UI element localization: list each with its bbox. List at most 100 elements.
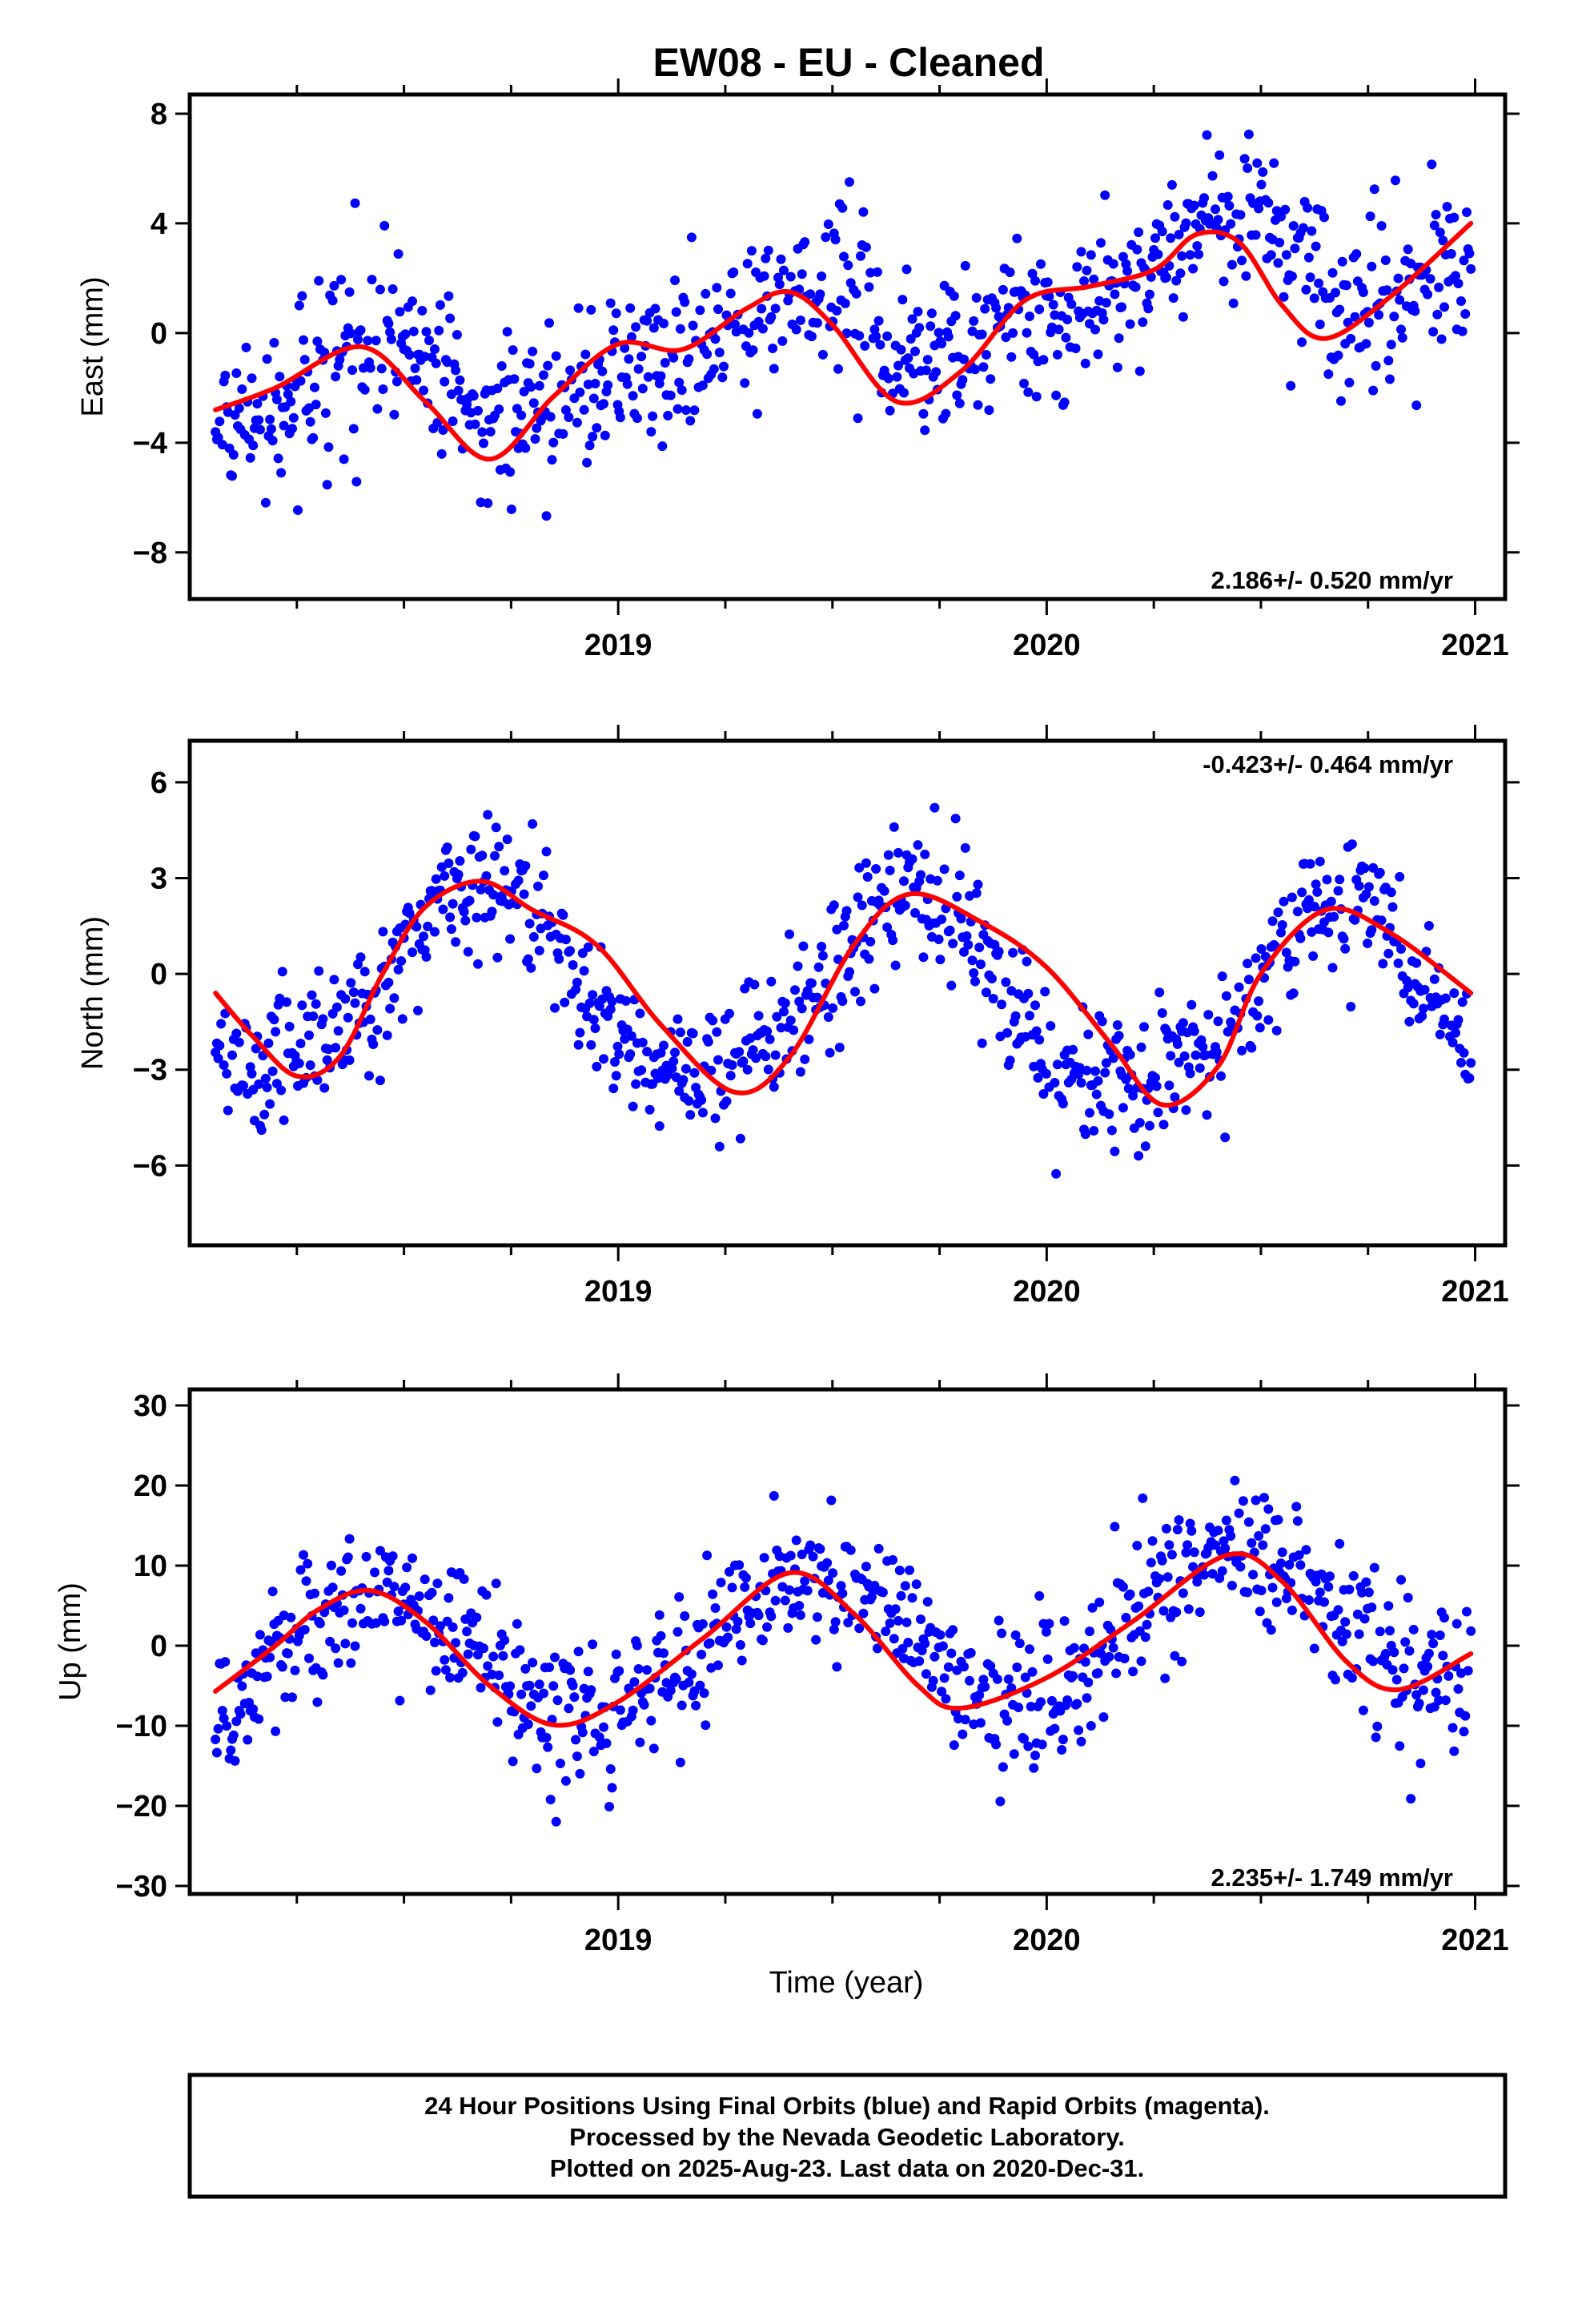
north-data-point xyxy=(935,955,946,965)
north-data-point xyxy=(1034,1035,1045,1045)
north-data-point xyxy=(1022,956,1032,967)
east-data-point xyxy=(748,345,758,356)
up-data-point xyxy=(1019,1734,1029,1744)
up-data-point xyxy=(1435,1630,1445,1640)
east-data-point xyxy=(1281,250,1291,260)
up-data-point xyxy=(888,1554,898,1565)
east-data-point xyxy=(479,438,488,448)
north-data-point xyxy=(883,850,893,860)
east-ytick-label: 8 xyxy=(151,98,167,131)
east-data-point xyxy=(440,376,450,387)
up-data-point xyxy=(526,1701,536,1711)
up-data-point xyxy=(1466,1626,1476,1636)
east-data-point xyxy=(766,312,777,322)
east-data-point xyxy=(1098,315,1109,325)
up-xtick-label: 2019 xyxy=(584,1924,652,1957)
east-data-point xyxy=(1298,223,1308,233)
east-data-point xyxy=(752,408,762,419)
north-data-point xyxy=(681,1063,691,1074)
north-data-point xyxy=(1217,971,1227,982)
east-data-point xyxy=(943,332,954,342)
north-data-point xyxy=(890,960,901,971)
east-data-point xyxy=(1153,249,1163,259)
north-data-point xyxy=(223,1105,233,1116)
north-data-point xyxy=(1243,975,1254,985)
north-data-point xyxy=(684,1096,694,1106)
north-data-point xyxy=(1288,988,1299,999)
east-data-point xyxy=(671,307,681,317)
up-data-point xyxy=(900,1581,910,1591)
up-data-point xyxy=(1414,1699,1424,1709)
east-data-point xyxy=(1319,212,1329,223)
up-data-point xyxy=(280,1692,291,1703)
east-data-point xyxy=(812,318,822,328)
east-data-point xyxy=(1192,241,1203,251)
north-data-point xyxy=(331,1002,342,1012)
up-data-point xyxy=(577,1727,588,1738)
east-data-point xyxy=(424,336,434,346)
north-data-point xyxy=(1464,1073,1475,1084)
north-data-point xyxy=(470,831,480,842)
up-data-point xyxy=(565,1665,576,1675)
east-data-point xyxy=(580,349,591,360)
east-data-point xyxy=(1361,339,1371,349)
up-data-point xyxy=(710,1603,721,1613)
up-data-point xyxy=(1460,1711,1471,1721)
up-data-point xyxy=(543,1742,553,1752)
north-data-point xyxy=(971,888,982,899)
up-data-point xyxy=(1234,1508,1244,1518)
up-data-point xyxy=(674,1592,685,1602)
east-data-point xyxy=(1019,378,1029,388)
east-data-point xyxy=(524,359,535,369)
east-panel: East (mm) −8 −4 0 4 8 2019 2020 2021 2.186+/- 0.… xyxy=(76,78,1520,662)
east-data-point xyxy=(777,336,788,346)
north-data-point xyxy=(753,1011,764,1021)
north-data-point xyxy=(533,881,543,891)
up-data-point xyxy=(1292,1516,1303,1526)
east-data-point xyxy=(660,358,670,368)
north-data-point xyxy=(560,935,571,945)
north-data-point xyxy=(832,924,842,935)
up-data-point xyxy=(396,1615,407,1626)
up-data-point xyxy=(1178,1588,1188,1598)
east-data-point xyxy=(1027,268,1038,279)
north-data-point xyxy=(1151,1081,1162,1092)
north-data-point xyxy=(1106,1125,1117,1136)
north-data-point xyxy=(1393,958,1403,968)
north-data-point xyxy=(1076,1078,1086,1088)
east-data-point xyxy=(1171,275,1182,286)
up-data-point xyxy=(1086,1721,1096,1731)
up-data-point xyxy=(997,1628,1007,1638)
east-data-point xyxy=(901,264,912,275)
east-data-point xyxy=(419,385,428,396)
up-data-point xyxy=(420,1574,430,1585)
up-data-point xyxy=(1211,1540,1220,1550)
up-data-point xyxy=(331,1643,341,1654)
east-data-point xyxy=(389,409,400,420)
up-data-point xyxy=(287,1692,297,1703)
north-data-point xyxy=(1150,1072,1160,1083)
north-data-point xyxy=(761,1051,771,1062)
up-data-point xyxy=(217,1706,227,1716)
east-data-point xyxy=(665,390,676,400)
up-data-point xyxy=(1428,1638,1439,1649)
east-data-point xyxy=(305,416,315,427)
up-data-point xyxy=(901,1617,912,1627)
north-data-point xyxy=(779,1007,789,1017)
north-data-point xyxy=(1383,948,1394,959)
east-data-point xyxy=(275,372,285,382)
up-data-point xyxy=(905,1565,914,1575)
east-data-point xyxy=(385,327,396,337)
north-data-point xyxy=(1322,875,1332,885)
up-data-point xyxy=(505,1681,516,1691)
east-data-point xyxy=(753,316,764,327)
up-data-point xyxy=(448,1622,458,1632)
east-data-point xyxy=(367,275,377,285)
east-data-point xyxy=(1389,312,1399,322)
north-data-point xyxy=(1090,1066,1100,1076)
north-data-point xyxy=(1058,1099,1068,1109)
east-data-point xyxy=(1344,377,1355,388)
east-data-point xyxy=(544,318,554,328)
east-ytick-label: −4 xyxy=(133,427,167,460)
east-data-point xyxy=(805,289,816,300)
